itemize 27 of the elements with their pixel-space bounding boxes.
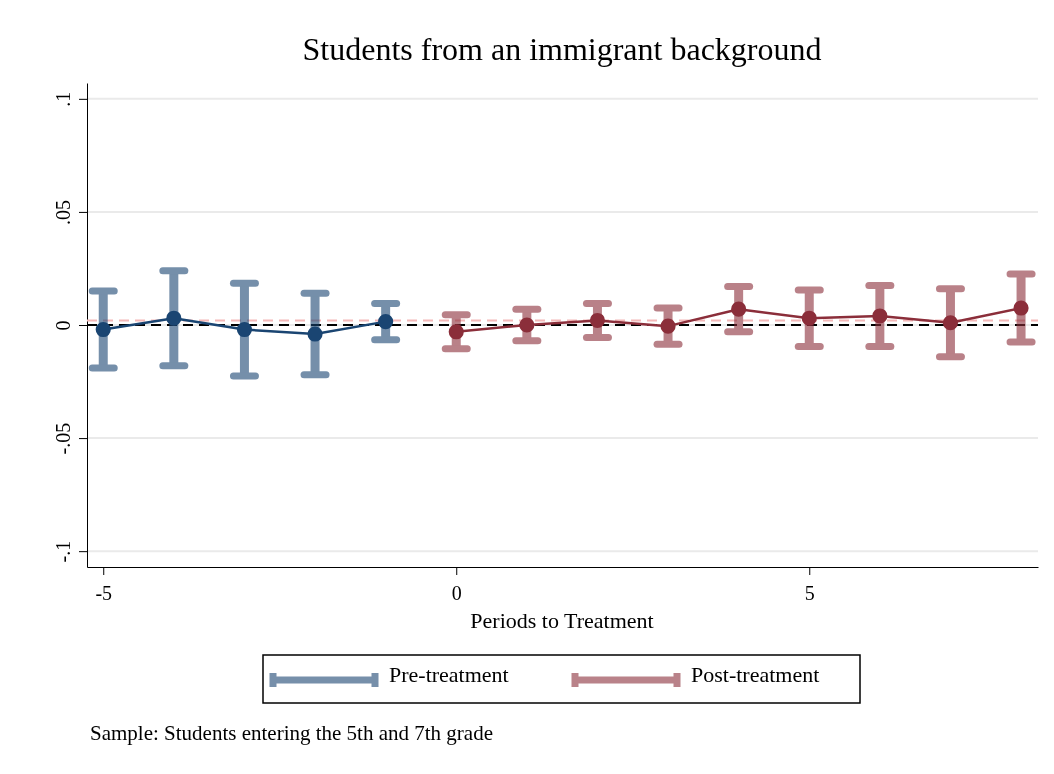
y-tick-label: 0 (51, 320, 74, 331)
legend-label: Post-treatment (691, 662, 820, 688)
x-axis-title: Periods to Treatment (470, 608, 654, 633)
point (95, 321, 111, 338)
y-tick-label: -.1 (51, 540, 74, 563)
point (166, 310, 182, 326)
x-tick-label: 0 (451, 582, 462, 604)
x-tick-label: 5 (804, 582, 815, 604)
point (801, 310, 817, 326)
point (872, 308, 888, 324)
point (660, 318, 676, 334)
point (1013, 300, 1029, 316)
point (731, 301, 747, 317)
chart-title: Students from an immigrant background (302, 31, 822, 67)
x-tick-label: -5 (95, 582, 113, 604)
y-tick-label: .05 (51, 199, 74, 225)
y-tick-label: -.05 (51, 422, 74, 455)
y-tick-label: .1 (51, 91, 74, 107)
point (519, 317, 535, 333)
point (307, 326, 323, 342)
point (942, 315, 959, 331)
point (236, 321, 253, 338)
point (448, 324, 464, 340)
text: Sample: Students entering the 5th and 7th grade (90, 721, 493, 745)
point (378, 314, 394, 330)
point (589, 312, 606, 329)
legend-label: Pre-treatment (389, 662, 509, 688)
